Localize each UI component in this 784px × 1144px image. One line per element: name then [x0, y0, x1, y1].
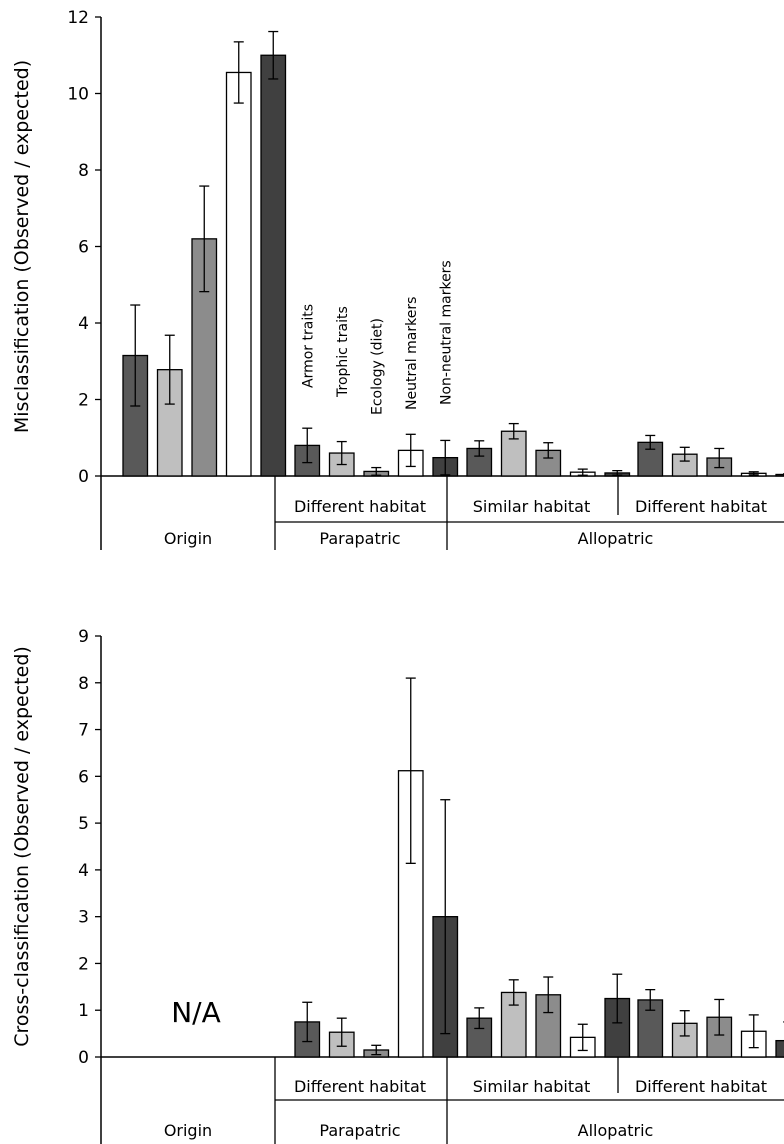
na-annotation: N/A [171, 996, 221, 1029]
group-label: Parapatric [319, 529, 400, 548]
y-tick-label: 3 [78, 908, 89, 928]
bar [122, 354, 149, 477]
y-tick-label: 2 [78, 954, 89, 974]
y-tick-label: 7 [78, 721, 89, 741]
y-tick-label: 9 [78, 627, 89, 647]
legend-entry: Trophic traits [335, 306, 351, 398]
category-label: Different habitat [294, 497, 426, 516]
legend-entry: Ecology (diet) [369, 318, 385, 415]
y-tick-label: 6 [78, 767, 89, 787]
group-label: Parapatric [319, 1121, 400, 1140]
bar [225, 71, 252, 477]
y-tick-label: 4 [78, 861, 89, 881]
group-label: Origin [164, 529, 212, 548]
y-tick-label: 10 [67, 85, 89, 105]
legend-entry: Neutral markers [404, 297, 420, 410]
category-label: Different habitat [294, 1077, 426, 1096]
cross-classification-chart: 0 1 2 3 4 5 6 7 8 9 Cross-classification (Observed… [11, 627, 784, 1144]
legend-entry: Armor traits [300, 304, 316, 388]
bar [775, 1039, 784, 1058]
y-tick-label: 1 [78, 1001, 89, 1021]
y-tick-label: 5 [78, 814, 89, 834]
category-label: Different habitat [635, 1077, 767, 1096]
y-tick-label: 2 [78, 391, 89, 411]
group-label: Allopatric [578, 1121, 654, 1140]
group-label: Origin [164, 1121, 212, 1140]
misclassification-chart: 0 2 4 6 8 10 12 Misclassification (Observed / e… [11, 8, 784, 550]
y-tick-label: 0 [78, 467, 89, 487]
y-tick-label: 4 [78, 314, 89, 334]
y-tick-label: 8 [78, 674, 89, 694]
y-tick-label: 6 [78, 238, 89, 258]
y-tick-label: 0 [78, 1048, 89, 1068]
bar [260, 54, 287, 477]
category-label: Similar habitat [473, 497, 590, 516]
category-label: Different habitat [635, 497, 767, 516]
category-label: Similar habitat [473, 1077, 590, 1096]
y-axis-title: Misclassification (Observed / expected) [11, 60, 33, 433]
legend-entry: Non-neutral markers [438, 260, 454, 405]
y-axis-title: Cross-classification (Observed / expecte… [11, 646, 33, 1047]
bar [775, 473, 784, 477]
group-label: Allopatric [578, 529, 654, 548]
y-tick-label: 12 [67, 8, 89, 28]
y-tick-label: 8 [78, 161, 89, 181]
